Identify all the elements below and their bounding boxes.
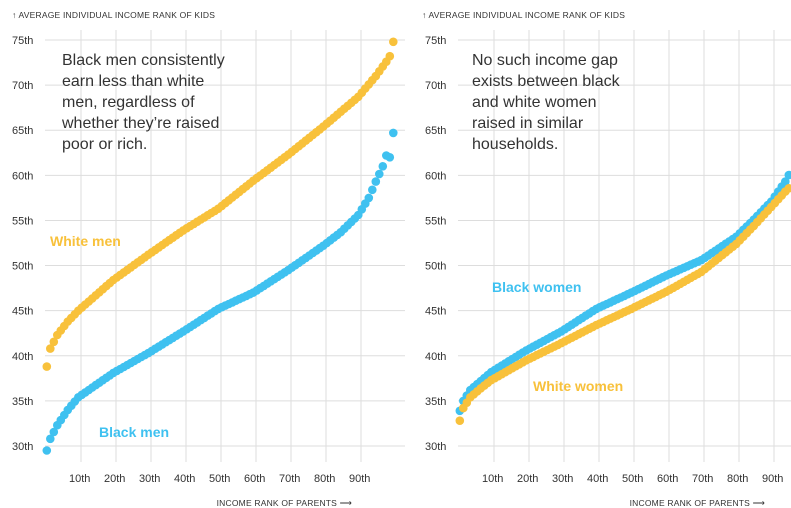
data-point-black-men xyxy=(375,169,384,179)
data-point-white-men xyxy=(46,344,55,353)
annotation-line: men, regardless of xyxy=(62,94,195,111)
data-point-black-men xyxy=(42,446,52,455)
y-axis-caption: ↑ AVERAGE INDIVIDUAL INCOME RANK OF KIDS xyxy=(422,10,625,20)
data-point-white-men xyxy=(42,362,52,371)
data-point-white-men xyxy=(49,337,59,347)
x-tick-label: 60th xyxy=(244,473,265,485)
y-tick-label: 60th xyxy=(425,170,446,182)
annotation-line: raised in similar xyxy=(472,115,584,132)
x-tick-label: 80th xyxy=(727,473,748,485)
series-label-white-women: White women xyxy=(533,378,623,394)
chart-panel-black-white-women: ↑ AVERAGE INDIVIDUAL INCOME RANK OF KIDS… xyxy=(422,10,791,508)
x-tick-label: 20th xyxy=(104,473,125,485)
data-point-black-women xyxy=(784,170,791,180)
x-tick-label: 50th xyxy=(209,473,230,485)
y-axis-caption: ↑ AVERAGE INDIVIDUAL INCOME RANK OF KIDS xyxy=(12,10,215,20)
y-tick-label: 40th xyxy=(12,351,33,363)
data-point-black-men xyxy=(389,128,398,138)
x-tick-label: 60th xyxy=(657,473,678,485)
x-axis-caption: INCOME RANK OF PARENTS ⟶ xyxy=(630,498,766,508)
data-point-black-men xyxy=(371,177,381,186)
data-point-white-women xyxy=(455,416,465,426)
y-tick-label: 45th xyxy=(12,306,33,318)
annotation-line: No such income gap xyxy=(472,52,618,69)
x-tick-label: 50th xyxy=(622,473,643,485)
data-point-black-men xyxy=(385,153,395,162)
x-tick-label: 90th xyxy=(349,473,370,485)
y-tick-label: 35th xyxy=(12,396,33,408)
y-tick-label: 55th xyxy=(12,215,33,227)
annotation-text: No such income gap exists between black … xyxy=(472,52,621,153)
data-point-black-women xyxy=(781,177,790,186)
data-point-black-men xyxy=(368,185,377,195)
y-tick-label: 35th xyxy=(425,396,446,408)
x-tick-label: 80th xyxy=(314,473,335,485)
x-tick-label: 20th xyxy=(517,473,538,485)
x-tick-label: 30th xyxy=(139,473,160,485)
x-tick-label: 70th xyxy=(279,473,300,485)
y-tick-label: 75th xyxy=(12,35,33,47)
x-tick-label: 70th xyxy=(692,473,713,485)
data-point-black-men xyxy=(49,427,59,437)
annotation-line: whether they’re raised xyxy=(61,115,219,132)
y-tick-label: 60th xyxy=(12,170,33,182)
data-point-black-men xyxy=(364,193,374,203)
annotation-line: exists between black xyxy=(472,73,621,90)
x-tick-label: 40th xyxy=(174,473,195,485)
y-tick-label: 40th xyxy=(425,351,446,363)
annotation-text: Black men consistently earn less than wh… xyxy=(61,52,225,153)
annotation-line: households. xyxy=(472,136,558,153)
data-point-black-men xyxy=(46,434,55,444)
series-label-black-women: Black women xyxy=(492,279,581,295)
annotation-line: poor or rich. xyxy=(62,136,147,153)
x-tick-label: 10th xyxy=(69,473,90,485)
chart-panel-black-white-men: ↑ AVERAGE INDIVIDUAL INCOME RANK OF KIDS… xyxy=(12,10,405,508)
y-tick-label: 65th xyxy=(12,125,33,137)
x-tick-label: 30th xyxy=(552,473,573,485)
y-tick-label: 30th xyxy=(425,441,446,453)
data-point-white-men xyxy=(385,51,395,61)
y-tick-label: 50th xyxy=(425,261,446,273)
x-tick-label: 40th xyxy=(587,473,608,485)
x-tick-label: 90th xyxy=(762,473,783,485)
data-point-black-men xyxy=(378,162,388,171)
series-label-black-men: Black men xyxy=(99,424,169,440)
y-tick-label: 65th xyxy=(425,125,446,137)
annotation-line: earn less than white xyxy=(62,73,204,90)
y-tick-label: 45th xyxy=(425,306,446,318)
y-tick-label: 30th xyxy=(12,441,33,453)
data-point-white-women xyxy=(784,184,791,193)
annotation-line: and white women xyxy=(472,94,597,111)
x-axis-caption: INCOME RANK OF PARENTS ⟶ xyxy=(217,498,353,508)
annotation-line: Black men consistently xyxy=(62,52,225,69)
y-tick-label: 70th xyxy=(12,80,33,92)
series-label-white-men: White men xyxy=(50,233,121,249)
y-tick-label: 50th xyxy=(12,261,33,273)
y-tick-label: 70th xyxy=(425,80,446,92)
y-tick-label: 55th xyxy=(425,215,446,227)
data-point-white-men xyxy=(389,37,398,47)
x-tick-label: 10th xyxy=(482,473,503,485)
y-tick-label: 75th xyxy=(425,35,446,47)
